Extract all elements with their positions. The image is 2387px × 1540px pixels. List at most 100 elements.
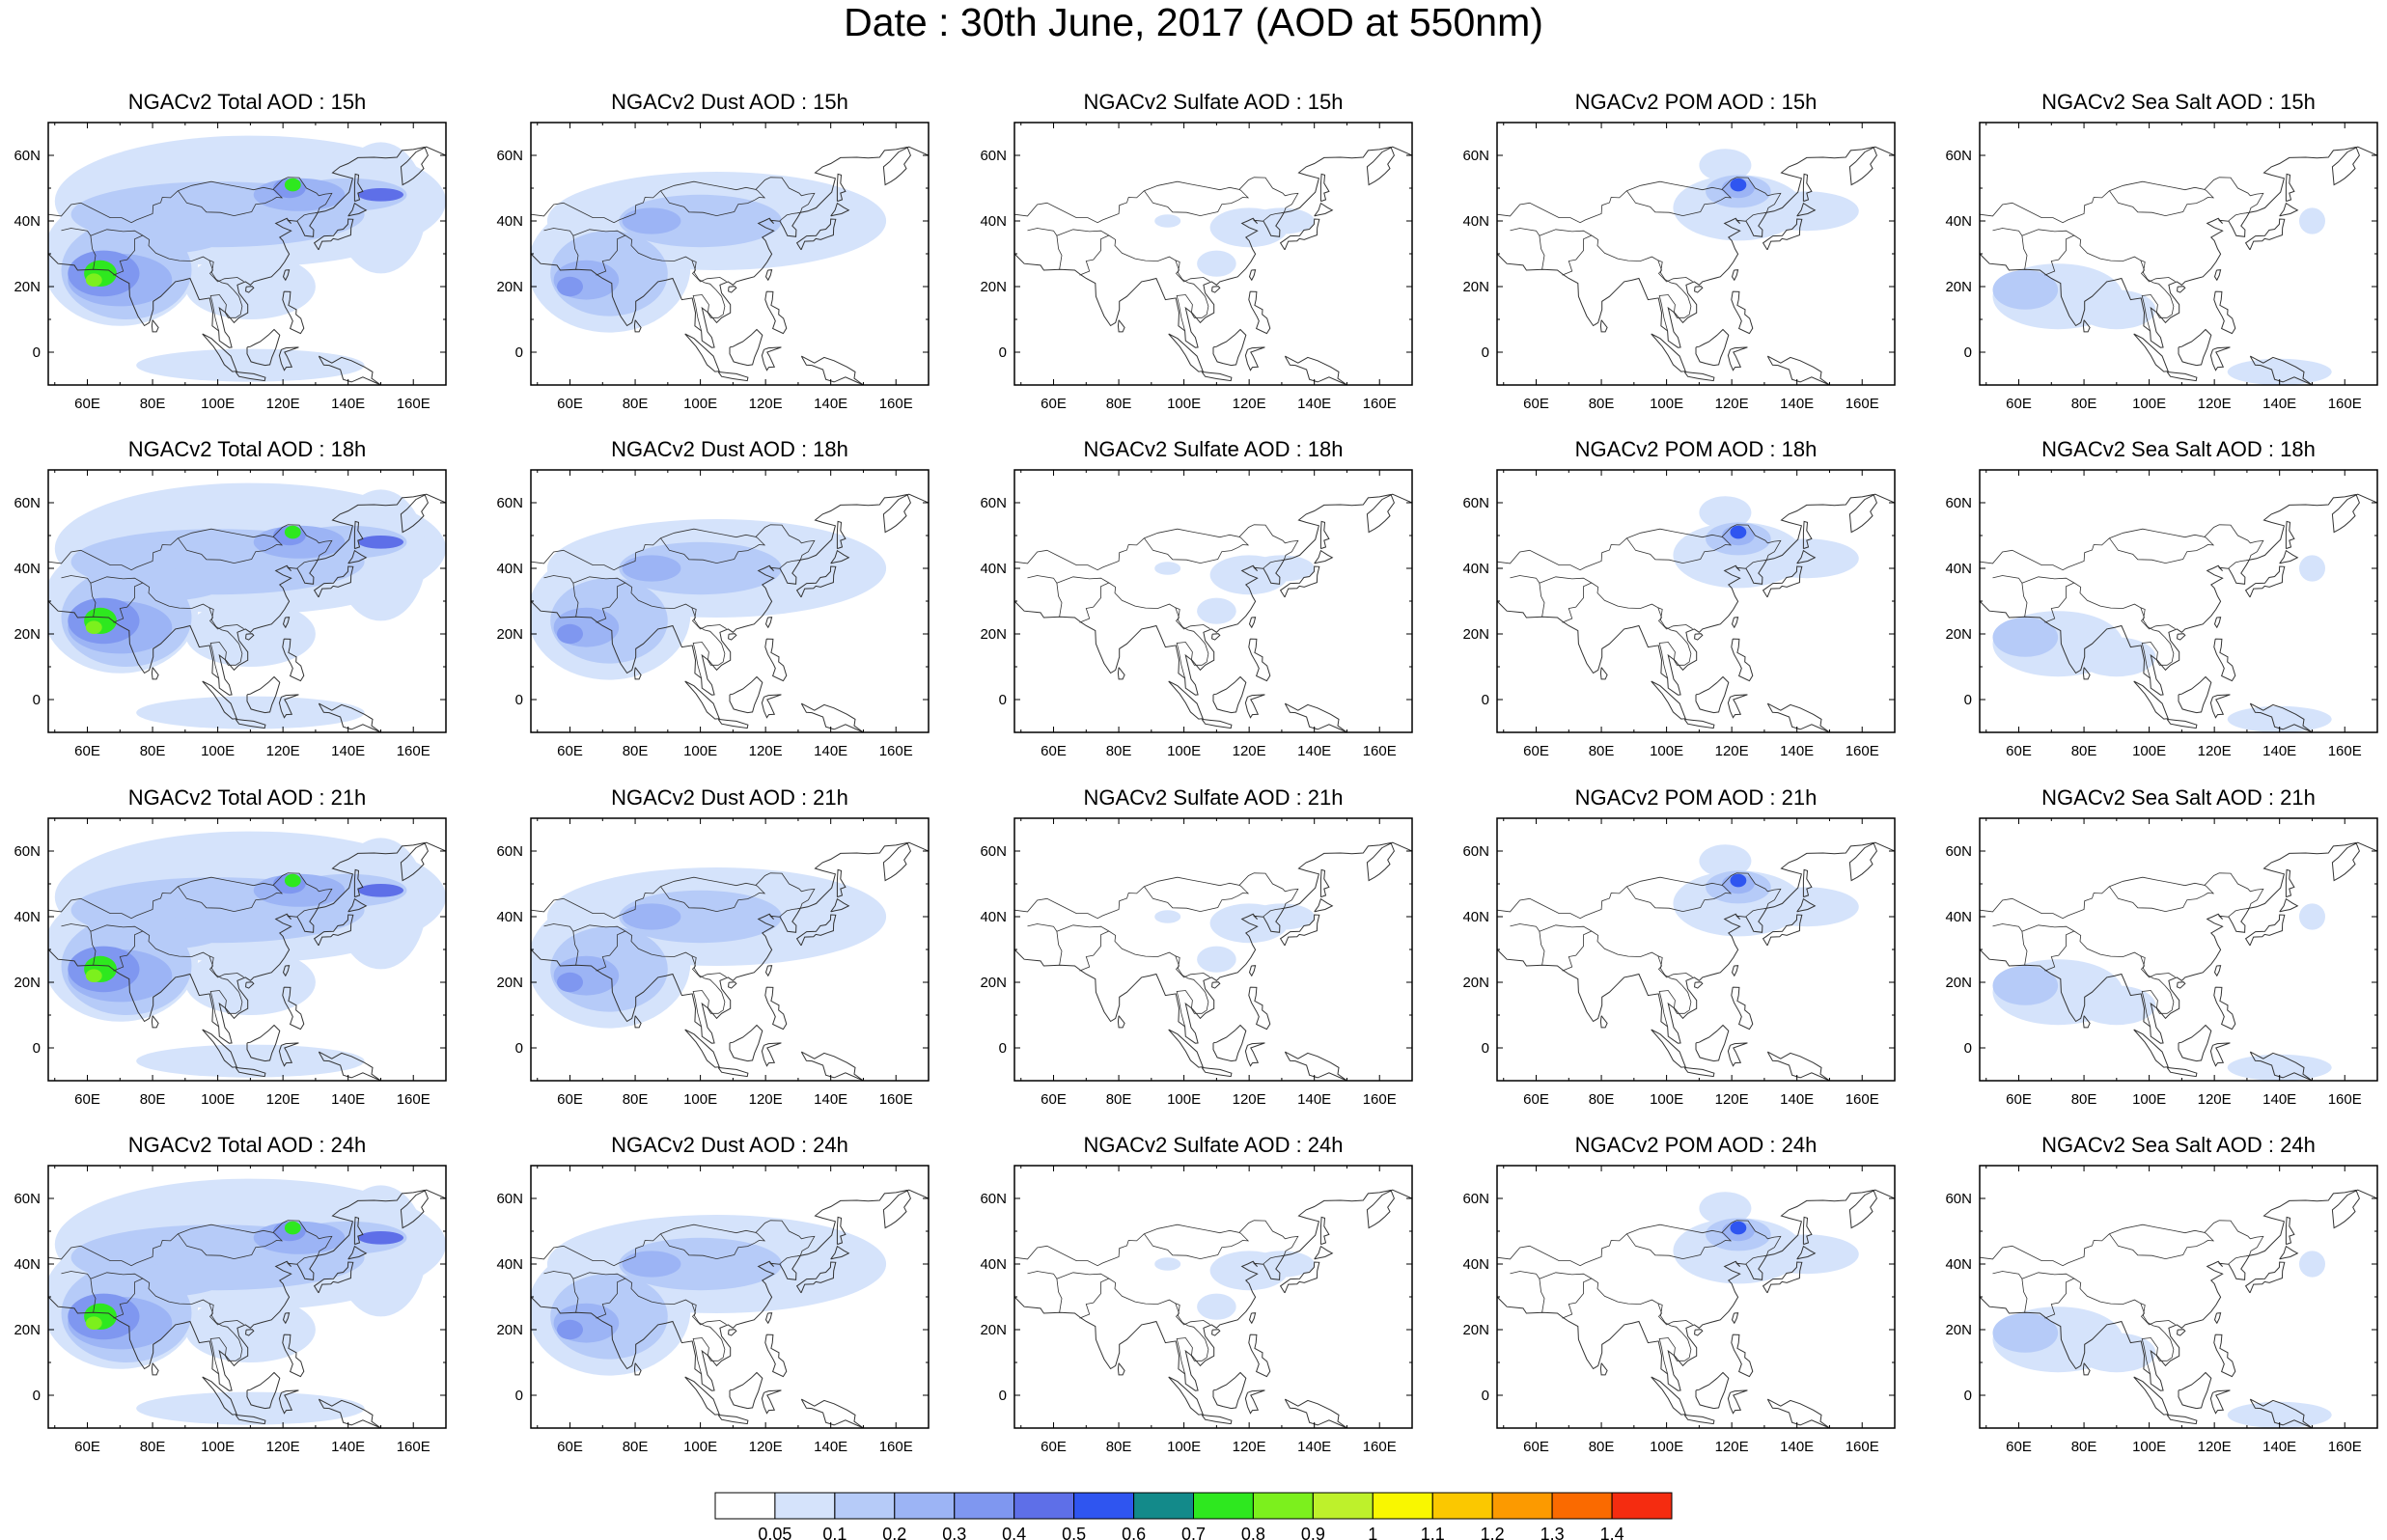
lon-tick-label: 140E	[1297, 1439, 1331, 1455]
country-border	[208, 1303, 243, 1375]
lon-tick-label: 100E	[683, 396, 717, 412]
country-border	[691, 955, 726, 1028]
country-border	[1079, 234, 1110, 276]
island-coastline	[2213, 638, 2236, 682]
lon-tick-label: 80E	[2071, 1091, 2097, 1108]
aod-shading	[531, 867, 887, 1029]
map-panel: NGACv2 Sulfate AOD : 18h 60E 80E 100E 120E 14…	[980, 437, 1413, 759]
island-coastline	[2166, 1066, 2198, 1078]
aod-region	[2299, 555, 2325, 582]
island-coastline	[278, 1042, 299, 1067]
aod-shading	[531, 519, 887, 680]
lat-tick-label: 20N	[1462, 1322, 1489, 1338]
coastlines	[1980, 146, 2377, 385]
panel-title: NGACv2 Total AOD : 18h	[128, 437, 367, 461]
aod-shading	[1992, 1251, 2332, 1428]
island-coastline	[717, 1414, 749, 1425]
island-coastline	[2178, 1371, 2212, 1410]
country-border	[1079, 1278, 1110, 1319]
colorbar-swatch	[1073, 1492, 1134, 1520]
island-coastline	[1731, 638, 1754, 682]
country-border	[572, 1272, 727, 1326]
aod-region	[1249, 903, 1315, 930]
coastline	[1497, 841, 1895, 1044]
island-coastline	[1319, 520, 1330, 550]
panel-title: NGACv2 Sulfate AOD : 15h	[1083, 90, 1343, 114]
lon-tick-label: 80E	[623, 1091, 649, 1108]
country-border	[2044, 930, 2075, 972]
panel-title: NGACv2 POM AOD : 21h	[1575, 785, 1818, 810]
lat-tick-label: 0	[33, 344, 41, 361]
aod-region	[2077, 637, 2156, 677]
lon-tick-label: 80E	[2071, 1439, 2097, 1455]
country-border	[543, 575, 579, 618]
island-coastline	[1727, 1042, 1748, 1067]
lon-tick-label: 160E	[879, 1439, 913, 1455]
island-coastline	[2244, 914, 2286, 947]
island-coastline	[2279, 202, 2299, 217]
island-coastline	[2133, 333, 2169, 372]
country-border	[113, 234, 144, 276]
island-coastline	[1599, 1015, 1608, 1029]
lon-tick-label: 60E	[1041, 1439, 1067, 1455]
colorbar-label: 0.5	[1062, 1525, 1086, 1540]
island-coastline	[1248, 1312, 1257, 1325]
island-coastline	[717, 1066, 749, 1078]
island-coastline	[836, 173, 847, 203]
island-coastline	[1117, 1015, 1125, 1029]
lat-tick-label: 0	[33, 692, 41, 708]
island-coastline	[1248, 290, 1271, 335]
country-border	[1027, 228, 1063, 270]
country-border	[531, 1220, 816, 1267]
country-border	[1014, 1220, 1299, 1267]
island-coastline	[728, 981, 737, 989]
country-border	[1539, 924, 1693, 978]
lat-tick-label: 40N	[14, 213, 41, 230]
island-coastline	[2249, 355, 2313, 385]
coastlines	[1980, 493, 2377, 732]
country-border	[1992, 575, 2028, 618]
island-coastline	[728, 633, 737, 641]
lon-tick-label: 60E	[1523, 1091, 1549, 1108]
island-coastline	[1211, 981, 1221, 989]
lat-tick-label: 0	[1964, 1040, 1972, 1057]
island-coastline	[151, 1362, 159, 1376]
coastline	[531, 1189, 929, 1391]
lat-tick-label: 60N	[14, 843, 41, 860]
coastlines	[48, 493, 446, 732]
island-coastline	[729, 675, 763, 714]
country-border	[2228, 907, 2250, 918]
country-border	[208, 955, 243, 1028]
lon-tick-label: 160E	[1846, 396, 1879, 412]
panel-title: NGACv2 Sea Salt AOD : 24h	[2041, 1133, 2316, 1157]
coastlines	[1980, 841, 2377, 1081]
island-coastline	[1248, 617, 1257, 629]
country-border	[1263, 211, 1285, 222]
coastline	[48, 146, 446, 348]
lat-tick-label: 60N	[496, 495, 523, 511]
country-border	[1992, 923, 2028, 966]
island-coastline	[800, 1051, 864, 1081]
island-coastline	[2213, 617, 2222, 629]
lon-tick-label: 100E	[2132, 396, 2166, 412]
lon-tick-label: 60E	[557, 743, 583, 759]
coastlines	[1980, 1189, 2377, 1428]
island-coastline	[1727, 1389, 1748, 1415]
island-coastline	[2249, 1398, 2313, 1428]
island-coastline	[245, 981, 255, 989]
island-coastline	[1168, 1376, 1204, 1416]
island-coastline	[353, 868, 364, 898]
island-coastline	[1201, 1066, 1233, 1078]
country-border	[113, 582, 144, 623]
island-coastline	[2209, 346, 2231, 371]
island-coastline	[795, 1261, 837, 1294]
country-border	[1657, 260, 1692, 332]
panel-title: NGACv2 POM AOD : 15h	[1575, 90, 1818, 114]
island-coastline	[151, 1015, 159, 1029]
country-border	[531, 524, 816, 571]
country-border	[1056, 576, 1210, 630]
lon-tick-label: 120E	[1715, 1439, 1749, 1455]
island-coastline	[2249, 1051, 2313, 1081]
island-coastline	[1168, 333, 1204, 372]
lon-tick-label: 100E	[2132, 1439, 2166, 1455]
